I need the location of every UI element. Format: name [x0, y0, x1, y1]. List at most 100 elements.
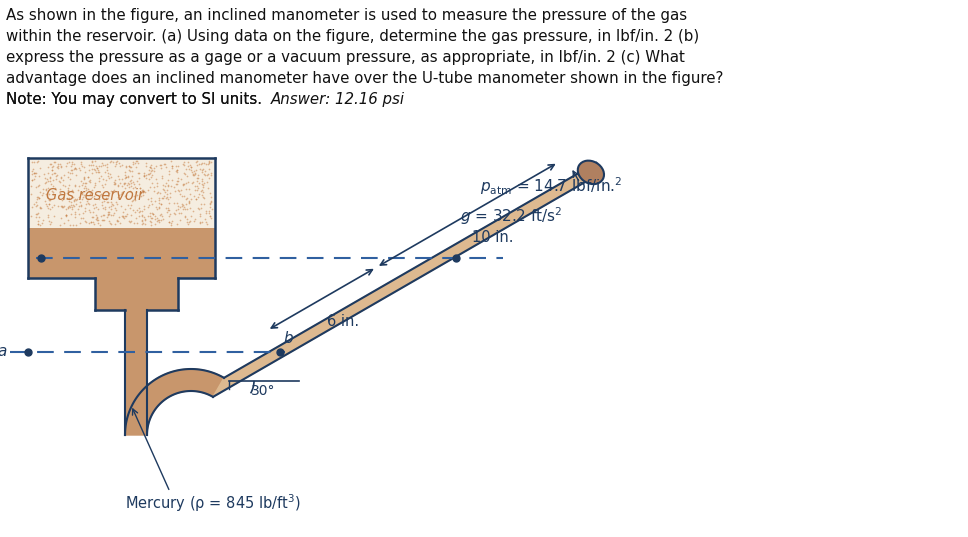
Point	[91, 205, 106, 213]
Point	[131, 180, 146, 188]
Point	[91, 176, 106, 185]
Point	[172, 215, 188, 224]
Bar	[95, 278, 178, 310]
Point	[132, 212, 147, 221]
Point	[179, 195, 195, 204]
Point	[114, 161, 130, 170]
Point	[46, 212, 62, 220]
Point	[114, 212, 130, 220]
Point	[52, 221, 68, 229]
Point	[71, 210, 86, 219]
Point	[197, 167, 212, 176]
Point	[183, 162, 198, 171]
Point	[194, 175, 209, 183]
Point	[164, 219, 179, 228]
Point	[195, 165, 210, 174]
Point	[73, 219, 88, 228]
Point	[84, 185, 100, 194]
Point	[104, 202, 119, 211]
Point	[104, 157, 119, 165]
Text: Note: You may convert to SI units.: Note: You may convert to SI units.	[6, 92, 267, 107]
Point	[104, 172, 119, 181]
Point	[88, 168, 104, 176]
Point	[64, 161, 79, 170]
Point	[118, 173, 134, 182]
Point	[30, 216, 45, 225]
Point	[53, 174, 69, 183]
Point	[143, 218, 159, 227]
Point	[133, 207, 148, 215]
Point	[103, 170, 118, 178]
Point	[156, 186, 171, 194]
Point	[199, 171, 215, 179]
Point	[80, 172, 96, 181]
Point	[194, 168, 209, 176]
Point	[184, 167, 199, 176]
Point	[67, 208, 82, 216]
Point	[158, 182, 173, 191]
Point	[81, 219, 97, 227]
Point	[160, 208, 175, 216]
Point	[87, 200, 103, 208]
Point	[182, 190, 197, 198]
Point	[83, 218, 99, 227]
Point	[167, 161, 183, 170]
Point	[114, 175, 130, 183]
Point	[61, 158, 76, 166]
Point	[197, 214, 213, 223]
Point	[61, 181, 76, 190]
Point	[176, 192, 192, 200]
Point	[131, 169, 146, 177]
Point	[39, 186, 54, 194]
Point	[32, 203, 47, 212]
Point	[169, 177, 185, 185]
Point	[111, 175, 127, 184]
Point	[141, 175, 157, 184]
Point	[182, 217, 197, 226]
Point	[78, 191, 94, 199]
Point	[187, 167, 202, 176]
Point	[80, 199, 96, 207]
Point	[82, 178, 98, 186]
Point	[73, 197, 88, 206]
Point	[24, 170, 40, 178]
Point	[121, 216, 136, 225]
Point	[168, 166, 184, 175]
Point	[93, 221, 108, 229]
Point	[87, 157, 103, 165]
Point	[40, 213, 55, 221]
Point	[117, 179, 133, 187]
Point	[62, 202, 77, 211]
Point	[173, 186, 189, 194]
Point	[154, 212, 169, 220]
Point	[120, 171, 136, 180]
Point	[160, 204, 175, 212]
Point	[187, 170, 202, 179]
Point	[192, 210, 207, 219]
Point	[45, 165, 60, 174]
Point	[152, 211, 167, 220]
Point	[50, 202, 66, 211]
Point	[94, 201, 109, 209]
Point	[59, 194, 75, 202]
Point	[35, 184, 50, 193]
Point	[143, 220, 159, 229]
Point	[43, 172, 58, 181]
Point	[166, 208, 181, 217]
Point	[117, 168, 133, 177]
Point	[159, 193, 174, 202]
Point	[104, 200, 119, 208]
Point	[199, 178, 215, 187]
Point	[100, 209, 115, 218]
Point	[40, 184, 55, 192]
Point	[86, 165, 102, 173]
Point	[165, 176, 180, 184]
Point	[94, 216, 109, 224]
Point	[26, 158, 42, 166]
Point	[106, 176, 122, 184]
Point	[38, 178, 53, 186]
Point	[31, 171, 46, 180]
Point	[56, 181, 72, 190]
Point	[136, 201, 152, 210]
Point	[172, 189, 188, 198]
